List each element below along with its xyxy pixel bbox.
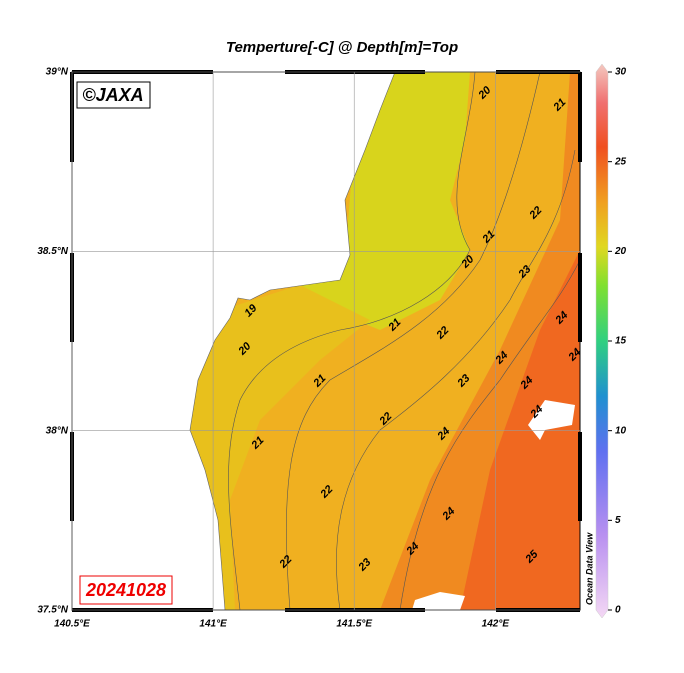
map-area	[72, 72, 580, 610]
date-box	[79, 575, 173, 605]
x-tick-label: 140.5°E	[54, 619, 90, 630]
island	[412, 592, 465, 610]
y-tick-label: 37.5°N	[37, 605, 68, 616]
x-tick-label: 142°E	[482, 619, 510, 630]
sea-hot	[460, 250, 580, 610]
island	[528, 400, 575, 440]
colorbar-label: 20	[614, 246, 627, 257]
colorbar-label: 15	[615, 336, 627, 347]
colorbar-label: 25	[614, 156, 627, 167]
copyright-box	[76, 81, 151, 109]
copyright: ©JAXA	[82, 85, 143, 105]
y-tick-label: 39°N	[46, 67, 69, 78]
colorbar-label: 0	[615, 605, 621, 616]
contours	[228, 72, 580, 610]
sea-coast	[190, 285, 370, 610]
credit: Ocean Data View	[584, 532, 594, 605]
colorbar-label: 30	[615, 67, 627, 78]
colorbar-label: 10	[615, 425, 627, 436]
y-tick-label: 38°N	[46, 425, 69, 436]
colorbar-label: 5	[615, 515, 621, 526]
x-tick-label: 141.5°E	[336, 619, 372, 630]
colorbar	[595, 63, 609, 619]
y-tick-label: 38.5°N	[37, 246, 68, 257]
date: 20241028	[85, 580, 166, 600]
x-tick-label: 141°E	[199, 619, 227, 630]
map-title: Temperture[-C] @ Depth[m]=Top	[226, 39, 458, 56]
land	[72, 72, 396, 610]
